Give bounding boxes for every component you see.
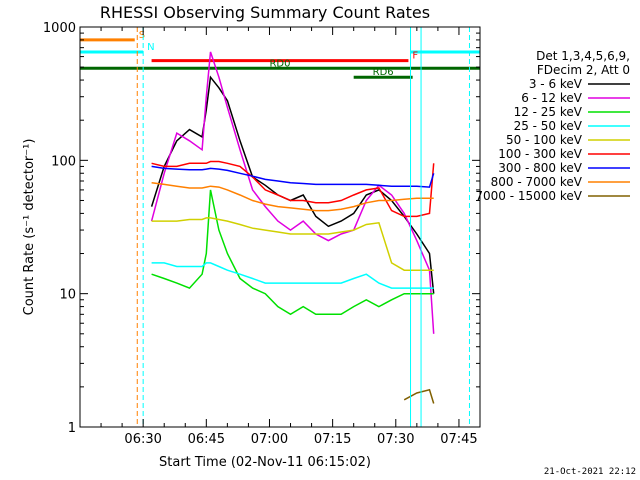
x-tick-label: 07:30 [377,432,414,447]
series-layer [150,51,435,404]
y-tick-label: 10 [59,288,76,303]
series-line [151,165,435,188]
legend-header: Det 1,3,4,5,6,9, [536,49,630,63]
x-tick-label: 07:45 [440,432,477,447]
flag-label: S [139,30,145,41]
y-axis-label: Count Rate (s⁻¹ detector⁻¹) [22,139,37,316]
legend-entry-label: 7000 - 15000 keV [475,189,582,203]
y-tick-label: 100 [51,154,76,169]
generation-timestamp: 21-Oct-2021 22:12 [544,467,636,477]
series-line [151,181,434,212]
flag-label: RD0 [269,58,290,69]
legend-entry-label: 100 - 300 keV [498,147,582,161]
series-line [151,189,434,316]
axes-layer: 06:30 06:45 07:00 07:15 07:30 07:45 1 10 100 1000 [43,21,481,447]
plot-frame [79,26,481,428]
x-tick-label: 07:15 [314,432,351,447]
series-line [151,262,434,289]
flag-label: F [412,51,418,62]
flag-label: N [147,42,154,53]
legend-entry-label: 50 - 100 keV [506,133,583,147]
y-tick-label: 1 [68,421,76,436]
flag-label: RD6 [373,67,394,78]
legend-entry-label: 12 - 25 keV [514,105,583,119]
legend-entry-label: 6 - 12 keV [521,91,583,105]
x-tick-label: 07:00 [251,432,288,447]
series-line [151,217,434,271]
y-tick-label: 1000 [43,21,76,36]
series-line [151,160,435,218]
legend-entry-label: 800 - 7000 keV [491,175,583,189]
legend-entry-label: 300 - 800 keV [498,161,582,175]
flags-layer: SN F RD0 RD6 [80,30,480,79]
markers-layer [136,27,470,427]
legend-entry-label: 25 - 50 keV [514,119,583,133]
legend-entry-label: 3 - 6 keV [529,77,583,91]
x-axis-label: Start Time (02-Nov-11 06:15:02) [159,455,371,470]
legend: Det 1,3,4,5,6,9,FDecim 2, Att 03 - 6 keV… [475,49,630,203]
x-tick-label: 06:45 [188,432,225,447]
series-line [150,51,435,334]
chart-title: RHESSI Observing Summary Count Rates [100,3,430,22]
legend-header: FDecim 2, Att 0 [537,63,630,77]
x-tick-label: 06:30 [124,432,161,447]
